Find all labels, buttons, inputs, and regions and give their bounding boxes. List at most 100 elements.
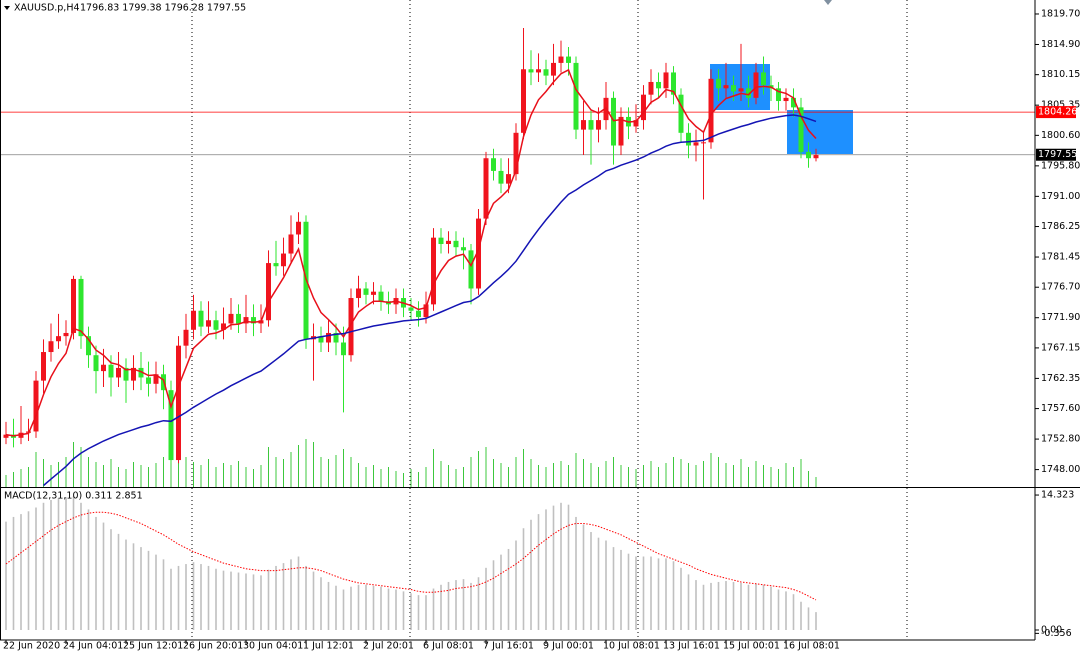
x-tick-label: 16 Jul 08:01 xyxy=(783,641,840,652)
candle-body xyxy=(813,155,819,159)
candle-body xyxy=(438,237,444,245)
candle-body xyxy=(611,97,616,146)
candle-body xyxy=(753,72,759,98)
candle-body xyxy=(266,263,271,321)
candle-body xyxy=(566,56,571,63)
candle-body xyxy=(333,332,339,343)
moving-average xyxy=(5,68,817,437)
x-tick-label: 1 Jul 12:01 xyxy=(303,641,354,652)
price-level-label: 1804.26 xyxy=(1038,107,1077,118)
candle-body xyxy=(791,97,796,108)
candle-body xyxy=(236,313,241,324)
candle-body xyxy=(341,342,346,356)
candle-body xyxy=(693,142,699,146)
y2-tick-label: 0.00 xyxy=(1041,625,1062,636)
candle-body xyxy=(86,336,91,356)
candle-body xyxy=(228,313,234,324)
candle-body xyxy=(581,120,586,130)
candle-body xyxy=(318,336,324,343)
candle-body xyxy=(408,307,414,311)
candle-body xyxy=(63,332,69,337)
candle-body xyxy=(326,332,331,343)
candle-body xyxy=(378,291,384,302)
candle-body xyxy=(3,434,9,438)
candle-body xyxy=(738,88,744,92)
candle-body xyxy=(93,355,99,372)
candle-body xyxy=(348,298,354,356)
y-tick-label: 1795.80 xyxy=(1041,160,1080,171)
candle-body xyxy=(288,234,294,254)
macd-title: MACD(12,31,10) 0.311 2.851 xyxy=(4,491,143,502)
y-tick-label: 1805.35 xyxy=(1041,100,1080,111)
x-tick-label: 26 Jun 20:01 xyxy=(183,641,243,652)
candle-body xyxy=(371,291,376,295)
candle-body xyxy=(558,56,564,63)
candle-body xyxy=(708,78,714,143)
y-tick-label: 1791.00 xyxy=(1041,191,1080,202)
candle-body xyxy=(731,85,736,92)
candle-body xyxy=(206,320,211,327)
candle-body xyxy=(678,94,684,133)
candle-body xyxy=(551,62,556,76)
candle-body xyxy=(41,352,46,381)
candle-body xyxy=(191,310,196,330)
candle-body xyxy=(663,72,669,89)
y-tick-label: 1810.15 xyxy=(1041,69,1080,80)
candle-body xyxy=(618,116,624,146)
candle-body xyxy=(506,174,511,184)
candle-body xyxy=(498,170,504,184)
candle-body xyxy=(131,367,136,381)
candle-body xyxy=(138,367,144,378)
chart-title: XAUUSD.p,H4 xyxy=(14,3,80,14)
y-tick-label: 1819.70 xyxy=(1041,8,1080,19)
x-tick-label: 7 Jul 16:01 xyxy=(483,641,534,652)
plot-layer xyxy=(0,27,1035,631)
y2-tick-label: 14.323 xyxy=(1041,490,1074,501)
candle-body xyxy=(453,240,459,248)
candle-body xyxy=(56,336,61,342)
candle-body xyxy=(573,62,579,130)
candle-body xyxy=(356,288,361,299)
candle-body xyxy=(168,390,174,461)
candle-body xyxy=(633,120,639,127)
price-level-label: 1797.55 xyxy=(1038,149,1077,160)
x-tick-label: 30 Jun 04:01 xyxy=(243,641,303,652)
y-tick-label: 1748.00 xyxy=(1041,464,1080,475)
candle-body xyxy=(596,120,601,130)
y-tick-label: 1767.15 xyxy=(1041,342,1080,353)
candle-body xyxy=(296,221,301,235)
candle-body xyxy=(243,317,249,324)
candle-body xyxy=(656,81,661,89)
candle-body xyxy=(273,263,279,267)
candle-body xyxy=(543,69,549,76)
x-tick-label: 2 Jul 20:01 xyxy=(363,641,414,652)
candle-body xyxy=(108,364,114,378)
candle-body xyxy=(761,72,766,86)
candle-body xyxy=(641,94,646,121)
candle-body xyxy=(806,151,811,159)
x-tick-label: 13 Jul 16:01 xyxy=(663,641,720,652)
x-tick-label: 15 Jul 00:01 xyxy=(723,641,780,652)
candle-body xyxy=(251,317,256,324)
candle-body xyxy=(33,380,39,432)
candle-body xyxy=(423,304,429,318)
x-tick-label: 24 Jun 04:01 xyxy=(63,641,123,652)
candle-body xyxy=(221,323,226,330)
candle-body xyxy=(416,310,421,318)
candle-body xyxy=(671,72,676,95)
y-tick-label: 1771.90 xyxy=(1041,312,1080,323)
candle-body xyxy=(798,107,804,152)
moving-average xyxy=(43,114,817,487)
candle-body xyxy=(101,364,106,372)
candle-body xyxy=(176,345,181,461)
candle-body xyxy=(536,69,541,73)
chart-ohlc: 1796.83 1799.38 1796.28 1797.55 xyxy=(80,3,246,14)
candle-body xyxy=(776,88,781,102)
candle-body xyxy=(723,85,729,89)
candle-body xyxy=(123,367,129,381)
candle-body xyxy=(363,288,369,295)
candle-body xyxy=(71,278,76,333)
